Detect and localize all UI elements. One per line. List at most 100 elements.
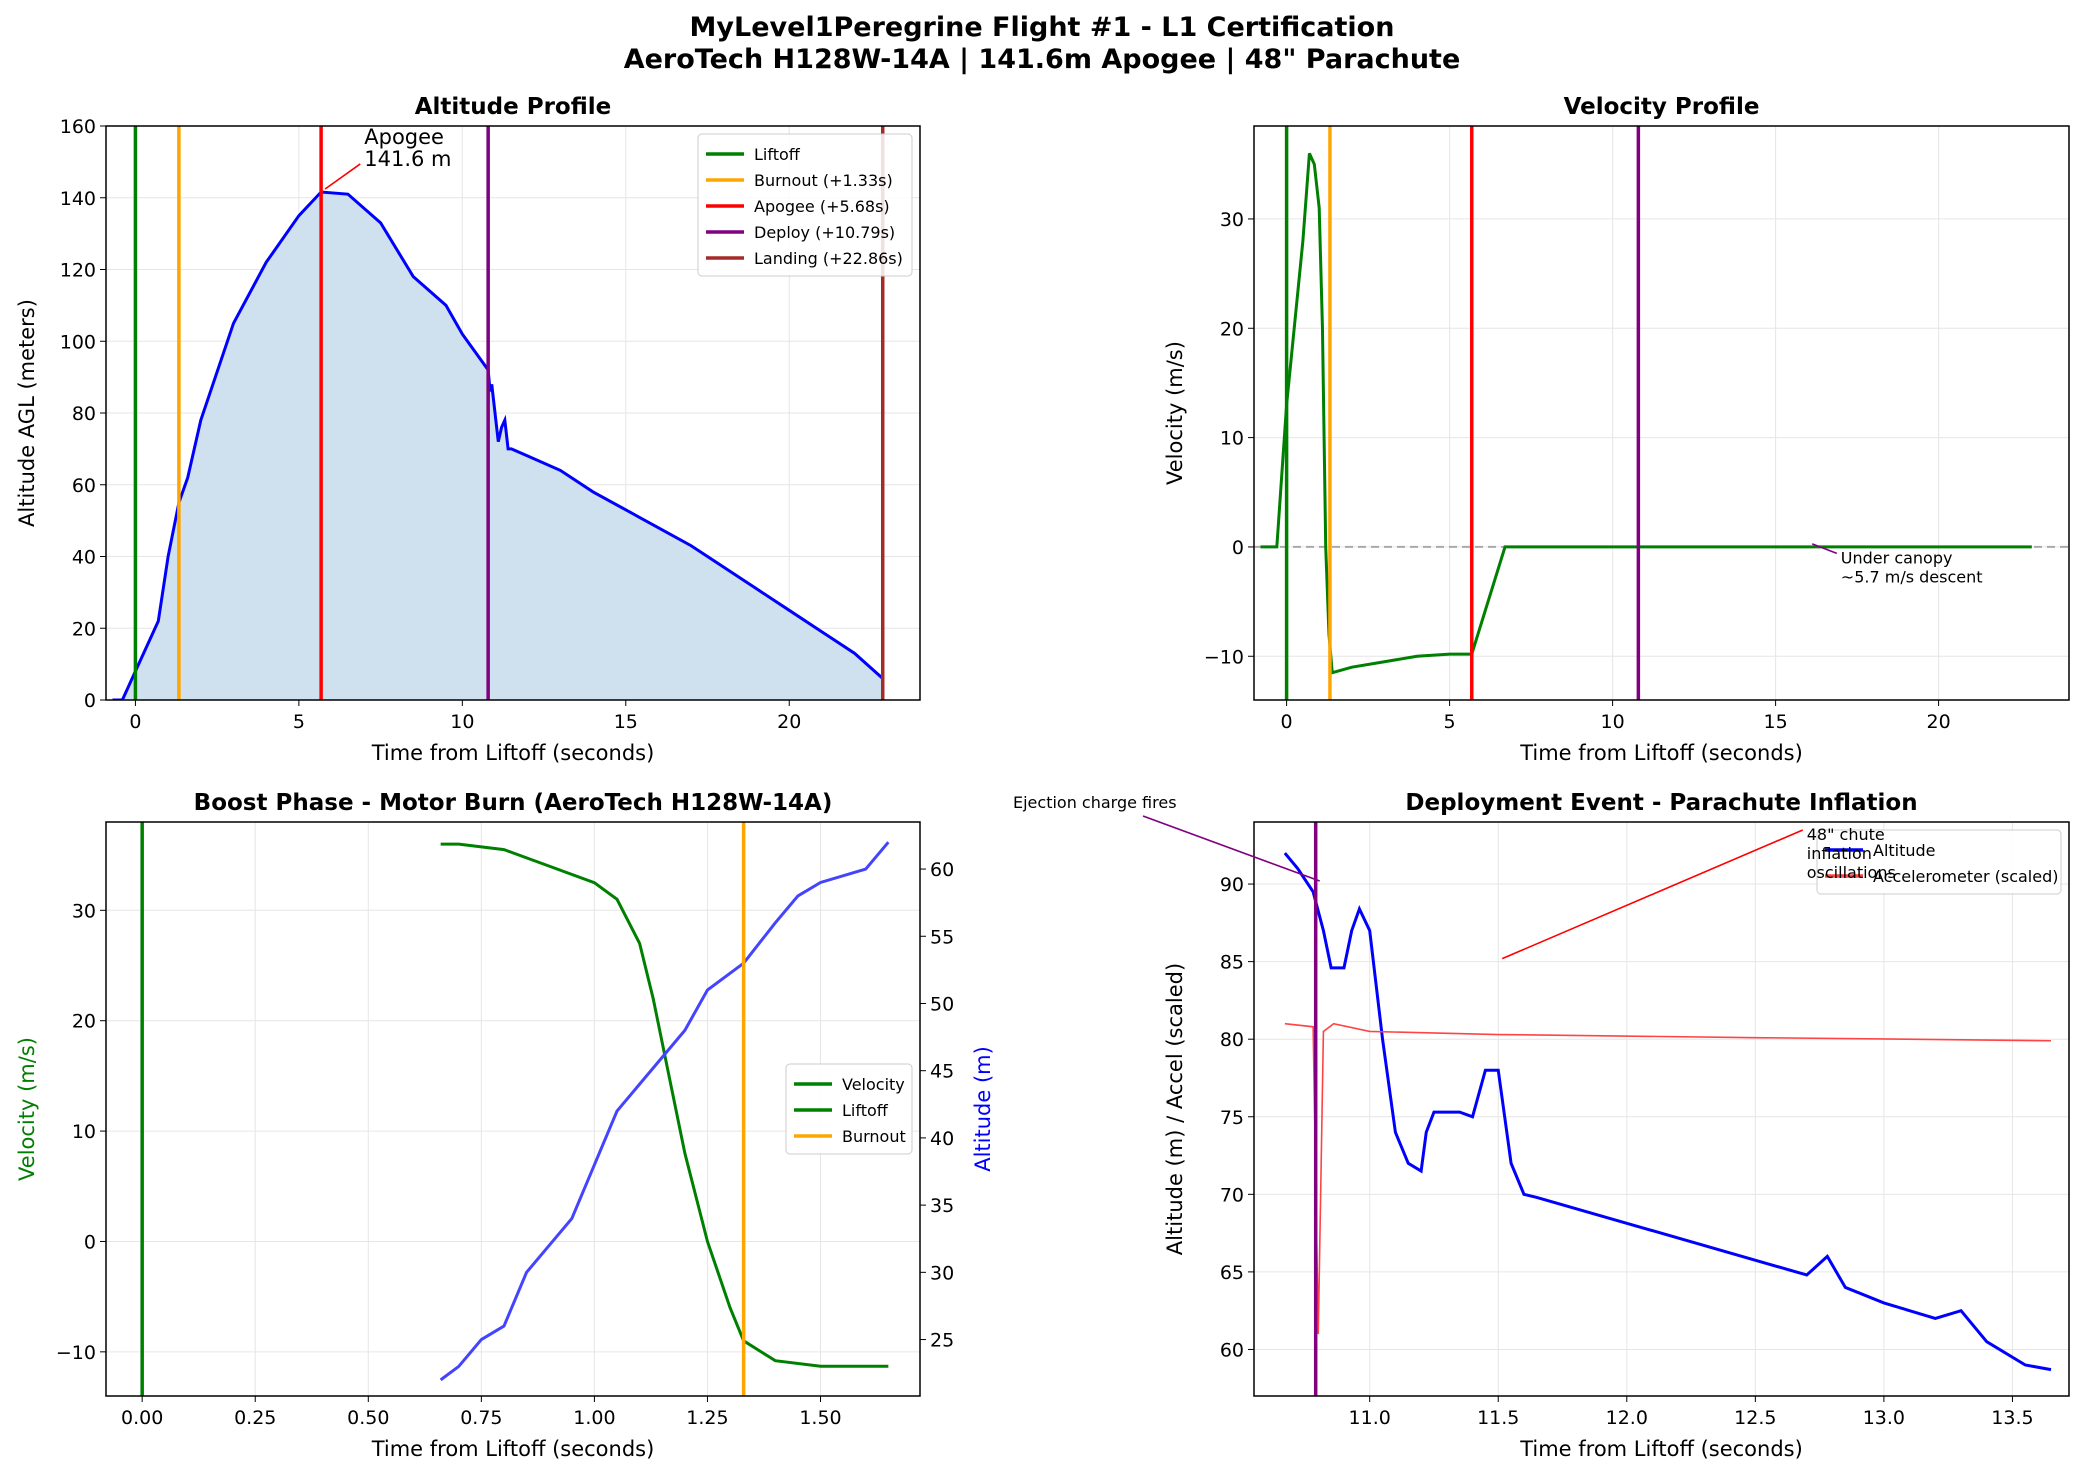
panel-3: 0.00 0.25 0.50 0.75 1.00 1.25 1.50 −10 0 10 20 30 25… (15, 790, 995, 1461)
legend-label: Accelerometer (scaled) (1873, 867, 2058, 886)
y-axis-label: Velocity (m/s) (1163, 341, 1187, 485)
y-tick-label: 140 (60, 188, 96, 210)
x-axis-label: Time from Liftoff (seconds) (371, 741, 655, 765)
annotation-text: Apogee (364, 125, 444, 149)
x-tick-label: 15 (1764, 711, 1788, 733)
chart-title: Velocity Profile (1564, 94, 1760, 120)
x-tick-label: 5 (1444, 711, 1456, 733)
y-tick-label: 120 (60, 260, 96, 282)
axes-frame (1253, 821, 2070, 1397)
chart-title: Altitude Profile (415, 94, 612, 120)
x-tick-label: 15 (614, 711, 638, 733)
x-tick-label: 1.25 (686, 1407, 728, 1429)
y-tick-label: 80 (72, 403, 96, 425)
legend-label: Velocity (842, 1075, 905, 1094)
chart-title: Deployment Event - Parachute Inflation (1405, 790, 1917, 816)
series-line-series (1260, 152, 2032, 675)
x-axis-label: Time from Liftoff (seconds) (1519, 741, 1803, 765)
legend-box (785, 1063, 913, 1155)
legend-box (697, 133, 913, 277)
axes-frame (1253, 125, 2070, 701)
y-tick-label: 85 (1220, 952, 1244, 974)
y-tick-label: 30 (72, 900, 96, 922)
y-tick-label: 20 (1220, 318, 1244, 340)
legend-label: Deploy (+10.79s) (754, 223, 895, 242)
x-tick-label: 1.00 (573, 1407, 615, 1429)
annotation-text: 48" chute (1807, 825, 1885, 844)
y2-axis-label: Altitude (m) (971, 1046, 995, 1172)
annotation-arrow (1501, 829, 1804, 960)
x-tick-label: 13.5 (1991, 1407, 2033, 1429)
y2-tick-label: 30 (930, 1262, 954, 1284)
x-axis-label: Time from Liftoff (seconds) (1519, 1437, 1803, 1461)
y-tick-label: 65 (1220, 1262, 1244, 1284)
plot-area (1283, 822, 2052, 1396)
y-tick-label: 60 (72, 475, 96, 497)
series-line-accelerometer-scaled- (1284, 1022, 2052, 1334)
x-tick-label: 12.0 (1606, 1407, 1648, 1429)
x-tick-label: 11.5 (1477, 1407, 1519, 1429)
annotation-text: oscillations (1807, 863, 1896, 882)
y2-tick-label: 50 (930, 993, 954, 1015)
x-tick-label: 5 (293, 711, 305, 733)
y-tick-label: 20 (72, 1011, 96, 1033)
panel-4: 11.0 11.5 12.0 12.5 13.0 13.5 60 65 70 75 80 85 90 De… (1013, 790, 2070, 1461)
legend-label: Altitude (1873, 841, 1936, 860)
y-tick-label: 90 (1220, 874, 1244, 896)
series-line-altitude (1283, 852, 2052, 1372)
suptitle-line2: AeroTech H128W-14A | 141.6m Apogee | 48"… (624, 44, 1461, 75)
plot-area (112, 126, 885, 700)
x-tick-label: 10 (450, 711, 474, 733)
plot-area (140, 822, 890, 1396)
y2-tick-label: 55 (930, 926, 954, 948)
panel-2: 0 5 10 15 20 −10 0 10 20 30 Velocity Profile Time f… (1163, 94, 2070, 765)
x-tick-label: 0.00 (121, 1407, 163, 1429)
y-tick-label: 70 (1220, 1184, 1244, 1206)
annotation-text: ~5.7 m/s descent (1841, 567, 1983, 586)
y-tick-label: 30 (1220, 209, 1244, 231)
annotation-text: Ejection charge fires (1013, 793, 1177, 812)
y-tick-label: 10 (72, 1121, 96, 1143)
x-tick-label: 0 (1281, 711, 1293, 733)
x-tick-label: 0 (129, 711, 141, 733)
x-tick-label: 11.0 (1349, 1407, 1391, 1429)
x-tick-label: 0.75 (460, 1407, 502, 1429)
y-tick-label: 20 (72, 618, 96, 640)
annotation-text: 141.6 m (364, 147, 451, 171)
area-fill (112, 192, 883, 700)
x-tick-label: 12.5 (1734, 1407, 1776, 1429)
y-tick-label: 75 (1220, 1107, 1244, 1129)
legend-label: Liftoff (754, 145, 801, 164)
annotation-arrow (1811, 543, 1838, 555)
x-tick-label: 10 (1601, 711, 1625, 733)
x-tick-label: 20 (777, 711, 801, 733)
legend-label: Apogee (+5.68s) (754, 197, 890, 216)
series-line-altitude (439, 841, 890, 1382)
y-axis-label: Velocity (m/s) (15, 1037, 39, 1181)
series-line-series (112, 190, 884, 700)
x-tick-label: 1.50 (799, 1407, 841, 1429)
annotation-text: inflation (1807, 844, 1872, 863)
y2-tick-label: 25 (930, 1330, 954, 1352)
x-tick-label: 20 (1927, 711, 1951, 733)
y-tick-label: −10 (56, 1342, 96, 1364)
legend-box (1816, 829, 2062, 895)
x-tick-label: 13.0 (1863, 1407, 1905, 1429)
series-line-velocity (440, 842, 889, 1368)
suptitle-line1: MyLevel1Peregrine Flight #1 - L1 Certifi… (690, 12, 1395, 43)
x-tick-label: 0.50 (347, 1407, 389, 1429)
axes-frame (105, 821, 921, 1397)
y-tick-label: 60 (1220, 1339, 1244, 1361)
legend: Altitude Accelerometer (scaled) (1816, 829, 2062, 895)
y-tick-label: 10 (1220, 428, 1244, 450)
y-tick-label: 100 (60, 331, 96, 353)
legend: Liftoff Burnout (+1.33s) Apogee (+5.68s) De… (697, 133, 913, 277)
y2-tick-label: 40 (930, 1128, 954, 1150)
y2-tick-label: 35 (930, 1195, 954, 1217)
legend-label: Burnout (+1.33s) (754, 171, 893, 190)
plot-area (1254, 126, 2069, 700)
y2-tick-label: 60 (930, 859, 954, 881)
legend-label: Burnout (842, 1127, 906, 1146)
y-tick-label: 0 (84, 1231, 96, 1253)
